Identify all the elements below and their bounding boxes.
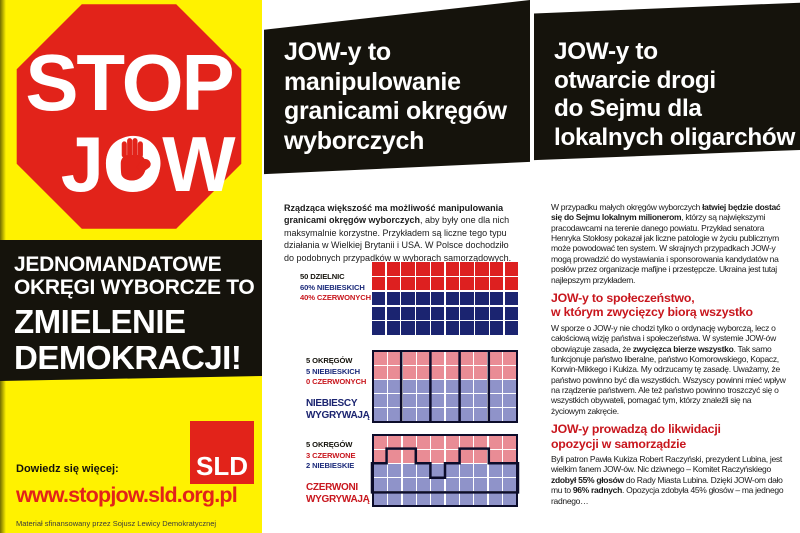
svg-text:STOP: STOP [25,38,232,127]
